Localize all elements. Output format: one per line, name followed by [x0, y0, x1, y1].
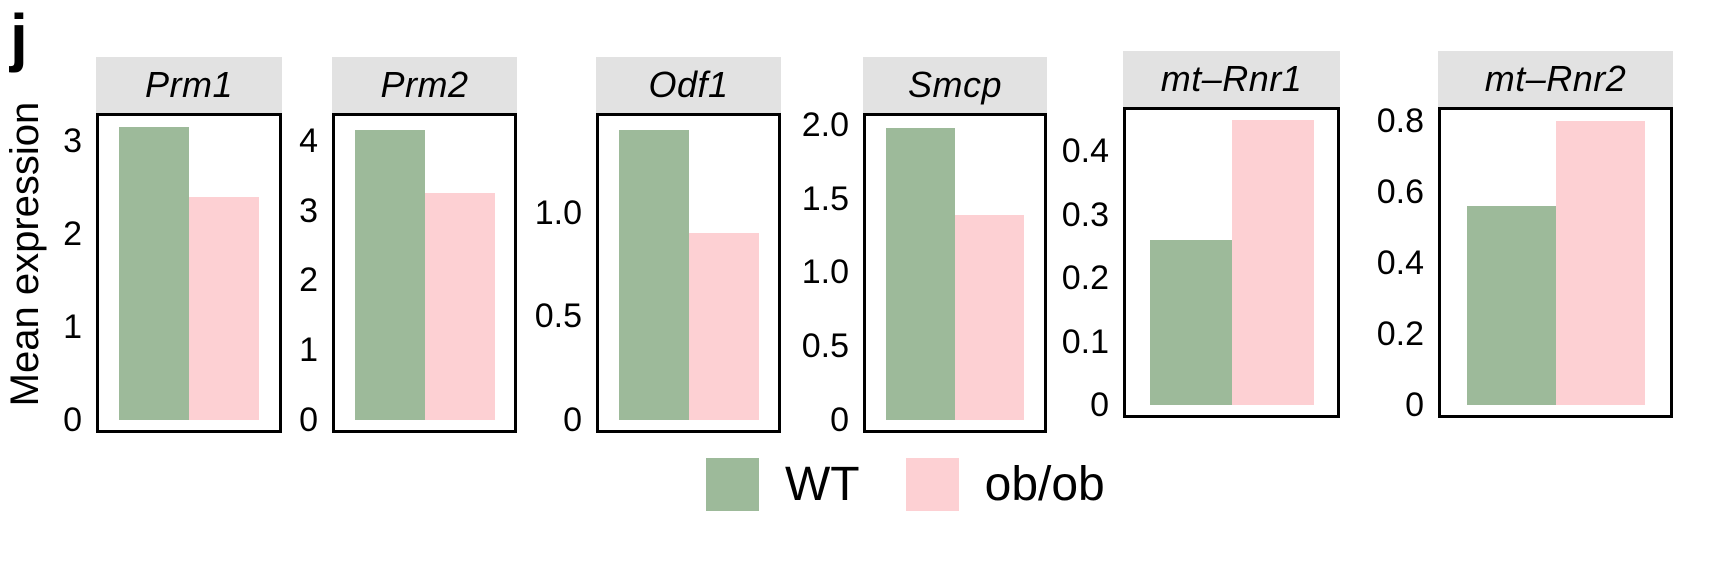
legend-item-obob: ob/ob	[905, 458, 1105, 511]
facet-smcp: Smcp 0 0.5 1.0 1.5 2.0	[802, 57, 1047, 437]
plot-panel	[863, 113, 1047, 433]
legend-label-obob: ob/ob	[984, 458, 1105, 511]
y-tick-label: 2.0	[801, 105, 849, 144]
y-axis-ticks: 0 0.2 0.4 0.6 0.8	[1334, 51, 1424, 422]
bar-wt-mtrnr2	[1466, 206, 1556, 405]
bar-obob-odf1	[688, 233, 759, 420]
plot-panel	[96, 113, 282, 433]
plot-panel	[596, 113, 781, 433]
y-tick-label: 0	[1405, 386, 1424, 424]
wt-color-swatch	[706, 458, 759, 511]
y-tick-label: 0.6	[1376, 173, 1424, 212]
y-tick-label: 0.5	[534, 297, 582, 336]
y-tick-label: 0	[1090, 386, 1109, 424]
y-tick-label: 3	[299, 191, 318, 230]
y-tick-label: 0.8	[1376, 102, 1424, 141]
y-tick-label: 1.0	[801, 253, 849, 292]
facet-title-strip: mt–Rnr1	[1123, 51, 1340, 107]
y-tick-label: 0.3	[1061, 195, 1109, 234]
y-tick-label: 1.0	[534, 193, 582, 232]
facet-prm2: Prm2 0 1 2 3 4	[299, 57, 517, 437]
bar-obob-mtrnr1	[1231, 120, 1314, 405]
facet-title-strip: mt–Rnr2	[1438, 51, 1673, 107]
y-tick-label: 0.2	[1376, 315, 1424, 354]
y-tick-label: 0	[563, 401, 582, 439]
bar-wt-mtrnr1	[1149, 240, 1232, 405]
plot-panel	[1123, 107, 1340, 418]
bar-obob-mtrnr2	[1555, 121, 1645, 405]
y-tick-label: 0.5	[801, 327, 849, 366]
y-tick-label: 0	[63, 401, 82, 439]
y-tick-label: 1	[299, 331, 318, 370]
bar-wt-prm2	[354, 130, 425, 420]
bar-obob-prm1	[189, 197, 259, 420]
y-tick-label: 4	[299, 121, 318, 160]
facet-mt-rnr2: mt–Rnr2 0 0.2 0.4 0.6 0.8	[1377, 51, 1673, 422]
facet-odf1: Odf1 0 0.5 1.0	[535, 57, 781, 437]
facet-title-strip: Odf1	[596, 57, 781, 113]
y-tick-label: 0.4	[1061, 132, 1109, 171]
panel-letter: j	[10, 1, 28, 73]
y-tick-label: 2	[299, 261, 318, 300]
y-tick-label: 0.2	[1061, 259, 1109, 298]
y-tick-label: 0	[830, 401, 849, 439]
facet-mt-rnr1: mt–Rnr1 0 0.1 0.2 0.3 0.4	[1062, 51, 1340, 422]
legend-label-wt: WT	[785, 458, 860, 511]
facet-prm1: Prm1 0 1 2 3	[63, 57, 282, 437]
plot-panel	[332, 113, 517, 433]
bar-wt-prm1	[119, 127, 189, 420]
facet-title-strip: Prm2	[332, 57, 517, 113]
facet-title-strip: Smcp	[863, 57, 1047, 113]
obob-color-swatch	[905, 458, 959, 511]
plot-panel	[1438, 107, 1673, 418]
y-tick-label: 1.5	[801, 179, 849, 218]
bar-obob-smcp	[955, 215, 1024, 420]
y-tick-label: 0.4	[1376, 244, 1424, 283]
bar-obob-prm2	[424, 193, 495, 420]
y-axis-ticks: 0 0.5 1.0 1.5 2.0	[759, 57, 849, 437]
y-axis-ticks: 0 1 2 3	[0, 57, 82, 437]
y-tick-label: 1	[63, 307, 82, 346]
legend: WT ob/ob	[706, 458, 1105, 511]
bar-wt-odf1	[618, 130, 689, 420]
y-tick-label: 0	[299, 401, 318, 439]
y-tick-label: 0.1	[1061, 322, 1109, 361]
y-axis-ticks: 0 0.1 0.2 0.3 0.4	[1019, 51, 1109, 422]
legend-item-wt: WT	[706, 458, 860, 511]
y-axis-ticks: 0 1 2 3 4	[228, 57, 318, 437]
bar-wt-smcp	[886, 128, 955, 420]
facet-title-strip: Prm1	[96, 57, 282, 113]
y-axis-ticks: 0 0.5 1.0	[492, 57, 582, 437]
y-tick-label: 3	[63, 121, 82, 160]
y-tick-label: 2	[63, 214, 82, 253]
